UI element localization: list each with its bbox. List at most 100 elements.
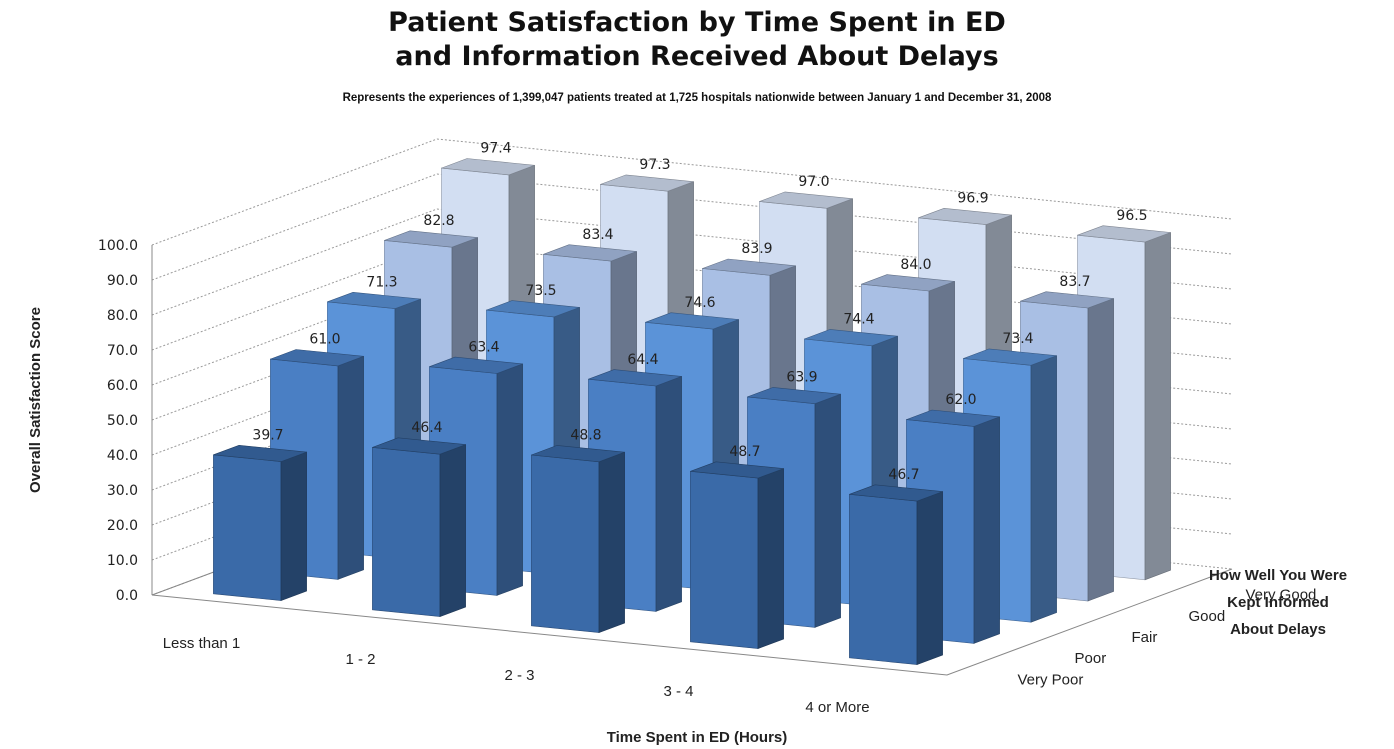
bar-top [849,484,943,502]
bar-top [747,387,841,405]
y-tick-label: 20.0 [107,518,138,534]
z-axis-title-line: Kept Informed [1227,594,1329,611]
data-label: 82.8 [423,213,454,229]
bar-top [804,329,898,347]
data-label: 73.4 [1002,331,1033,347]
data-label: 71.3 [366,274,397,290]
data-label: 74.6 [684,295,715,311]
data-label: 97.0 [798,174,829,190]
y-tick-label: 100.0 [98,238,138,254]
bar-top [963,348,1057,366]
bar-side [916,491,943,666]
category-label: Less than 1 [163,635,241,652]
y-tick-label: 0.0 [116,588,138,604]
bars [213,158,1171,666]
category-label: 3 - 4 [663,683,693,700]
bar-top [906,409,1000,427]
y-tick-label: 10.0 [107,553,138,569]
bar-front [849,493,918,665]
bar-top [759,191,853,209]
bar-top [645,312,739,330]
data-label: 64.4 [627,352,658,368]
bar-top [588,369,682,387]
bar-top [441,158,535,176]
category-label: 2 - 3 [504,667,534,684]
y-axis-title: Overall Satisfaction Score [27,307,44,493]
bar-front [690,470,759,649]
chart-title-line-2: and Information Received About Delays [395,41,999,72]
series-label: Good [1189,608,1226,625]
bar-top [213,444,307,462]
bar-top [1077,225,1171,243]
series-label: Fair [1132,629,1158,646]
data-label: 97.4 [480,141,511,157]
chart-subtitle: Represents the experiences of 1,399,047 … [342,92,1052,104]
y-tick-label: 90.0 [107,273,138,289]
category-label: 4 or More [805,699,869,716]
z-axis-title-line: How Well You Were [1209,567,1347,584]
bar-side [655,375,682,612]
data-label: 48.7 [729,444,760,460]
data-label: 46.4 [411,420,442,436]
bar-top [702,258,796,276]
y-tick-label: 80.0 [107,308,138,324]
bar-top [384,230,478,248]
data-label: 63.9 [786,370,817,386]
y-tick-label: 70.0 [107,343,138,359]
data-label: 46.7 [888,467,919,483]
bar [213,444,307,602]
bar-front [531,454,600,633]
data-label: 63.4 [468,339,499,355]
bar-side [337,355,364,580]
x-axis-title: Time Spent in ED (Hours) [607,729,788,746]
bar-top [270,349,364,367]
bar-side [1144,232,1171,581]
bar-side [1087,298,1114,602]
data-label: 73.5 [525,283,556,299]
bar-top [486,300,580,318]
data-label: 83.7 [1059,274,1090,290]
bar-side [973,416,1000,644]
data-label: 48.8 [570,428,601,444]
series-label: Very Poor [1018,671,1084,688]
bar [531,445,625,634]
bar-side [496,363,523,596]
bar [372,437,466,618]
bar-top [918,207,1012,225]
bar [849,484,943,666]
chart-title-line-1: Patient Satisfaction by Time Spent in ED [388,7,1006,38]
data-label: 39.7 [252,427,283,443]
gridline [151,138,1233,246]
y-tick-label: 40.0 [107,448,138,464]
bar-top [600,174,694,192]
bar-side [1030,355,1057,623]
bar-top [690,461,784,479]
bar-top [1020,291,1114,309]
bar-top [372,437,466,455]
bar-side [757,468,784,650]
bar-top [543,244,637,262]
category-label: 1 - 2 [345,651,375,668]
y-tick-label: 60.0 [107,378,138,394]
data-label: 83.4 [582,227,613,243]
z-axis-title-line: About Delays [1230,621,1326,638]
data-label: 96.9 [957,190,988,206]
bar-side [439,444,466,618]
data-label: 61.0 [309,332,340,348]
bar-side [814,393,841,628]
data-label: 83.9 [741,241,772,257]
bar [690,461,784,650]
y-tick-label: 30.0 [107,483,138,499]
labels: 0.0 10.0 20.0 30.0 40.0 50.0 60.0 70.0 80.0 90.0 1… [27,141,1347,746]
chart-title: Patient Satisfaction by Time Spent in ED… [0,6,1394,74]
data-label: 62.0 [945,392,976,408]
bar-front [213,454,282,601]
series-label: Very Good [1246,587,1317,604]
series-label: Poor [1075,650,1107,667]
bar-front [372,447,441,617]
bar-side [280,451,307,602]
bar-top [861,274,955,292]
data-label: 74.4 [843,312,874,328]
bar-top [327,291,421,309]
